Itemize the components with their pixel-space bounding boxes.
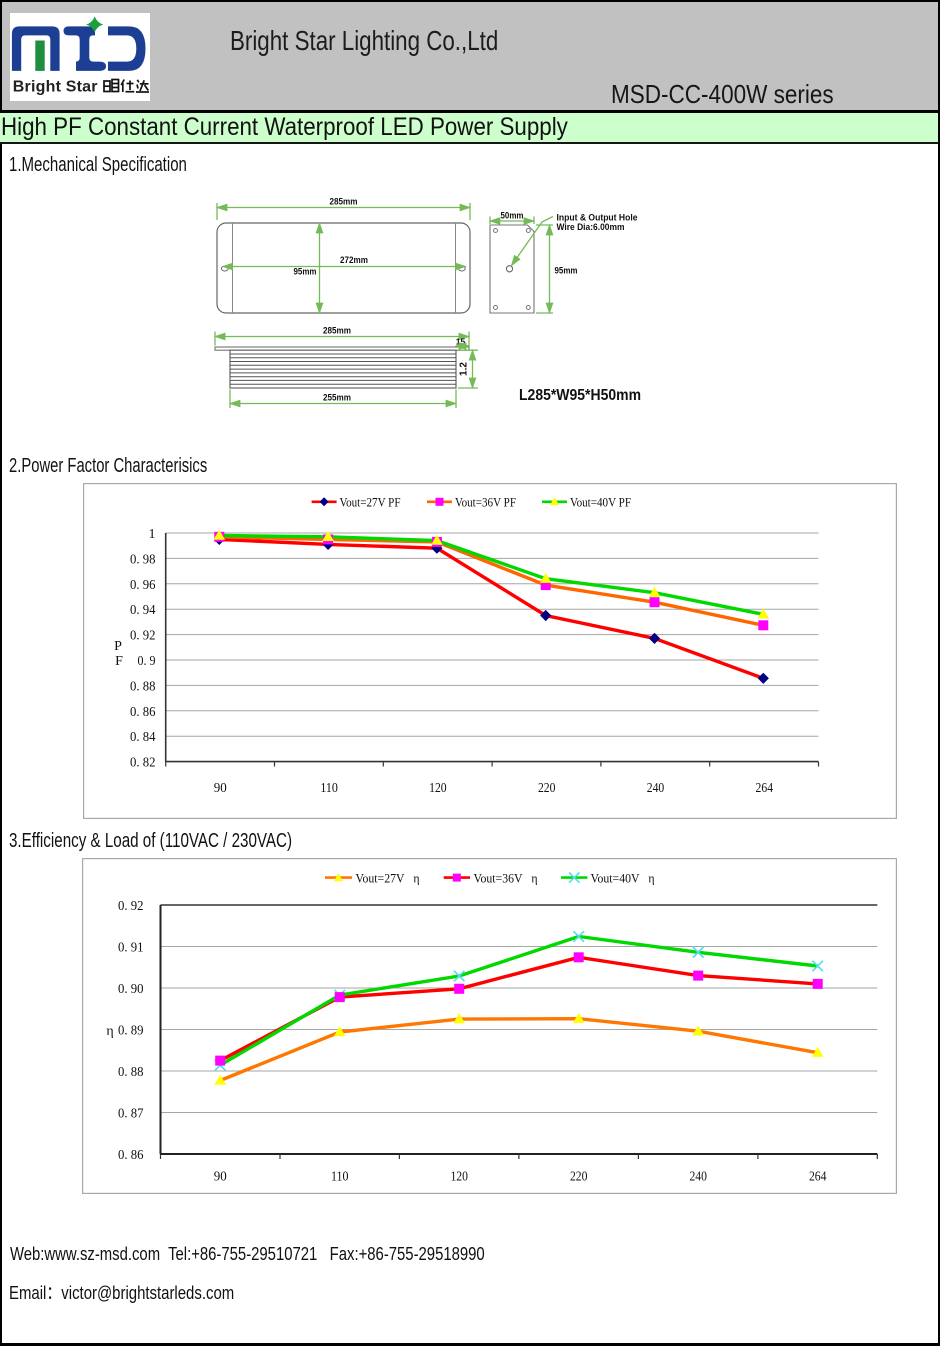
svg-text:95mm: 95mm	[294, 267, 317, 277]
svg-text:Wire Dia:6.00mm: Wire Dia:6.00mm	[557, 222, 625, 233]
svg-text:Vout=40V η: Vout=40V η	[591, 870, 655, 885]
svg-text:0. 89: 0. 89	[118, 1024, 144, 1039]
svg-text:0. 94: 0. 94	[130, 603, 156, 618]
svg-text:220: 220	[570, 1170, 588, 1185]
svg-text:0. 96: 0. 96	[130, 578, 156, 593]
svg-text:110: 110	[331, 1170, 349, 1185]
svg-text:1: 1	[149, 527, 156, 542]
svg-text:0. 92: 0. 92	[118, 899, 144, 914]
svg-text:0. 92: 0. 92	[130, 629, 156, 644]
svg-text:220: 220	[538, 781, 556, 796]
svg-text:Vout=40V PF: Vout=40V PF	[570, 495, 631, 510]
svg-text:0. 82: 0. 82	[130, 756, 156, 771]
svg-text:L285*W95*H50mm: L285*W95*H50mm	[519, 387, 641, 404]
svg-text:285mm: 285mm	[330, 197, 358, 207]
svg-text:285mm: 285mm	[323, 326, 351, 336]
svg-text:1.2: 1.2	[459, 362, 470, 376]
svg-text:Vout=27V PF: Vout=27V PF	[340, 495, 401, 510]
svg-text:0. 98: 0. 98	[130, 552, 156, 567]
svg-text:η: η	[106, 1024, 113, 1039]
svg-text:240: 240	[647, 781, 665, 796]
svg-text:110: 110	[320, 781, 338, 796]
svg-text:120: 120	[429, 781, 447, 796]
svg-text:240: 240	[689, 1170, 707, 1185]
svg-text:90: 90	[214, 781, 227, 796]
svg-text:50mm: 50mm	[501, 211, 524, 221]
svg-text:F: F	[115, 654, 123, 669]
svg-text:0. 87: 0. 87	[118, 1107, 144, 1122]
svg-text:Vout=36V η: Vout=36V η	[474, 870, 538, 885]
svg-text:0. 88: 0. 88	[118, 1065, 144, 1080]
svg-text:90: 90	[214, 1170, 227, 1185]
svg-text:0. 9: 0. 9	[138, 654, 156, 669]
svg-text:0. 86: 0. 86	[130, 705, 156, 720]
svg-text:0. 88: 0. 88	[130, 679, 156, 694]
svg-text:Bright Star: Bright Star	[13, 79, 98, 96]
svg-text:0. 91: 0. 91	[118, 941, 144, 956]
svg-text:0. 86: 0. 86	[118, 1148, 144, 1163]
svg-text:0. 90: 0. 90	[118, 982, 144, 997]
svg-text:255mm: 255mm	[323, 393, 351, 403]
svg-text:95mm: 95mm	[555, 266, 578, 276]
svg-text:272mm: 272mm	[340, 255, 368, 265]
svg-text:P: P	[114, 639, 122, 654]
svg-text:Input & Output Hole: Input & Output Hole	[557, 213, 638, 224]
svg-text:15: 15	[456, 336, 466, 346]
svg-text:264: 264	[809, 1170, 827, 1185]
svg-text:0. 84: 0. 84	[130, 730, 156, 745]
svg-text:Vout=27V η: Vout=27V η	[356, 870, 420, 885]
svg-text:264: 264	[756, 781, 774, 796]
svg-text:Vout=36V PF: Vout=36V PF	[455, 495, 516, 510]
svg-text:120: 120	[450, 1170, 468, 1185]
